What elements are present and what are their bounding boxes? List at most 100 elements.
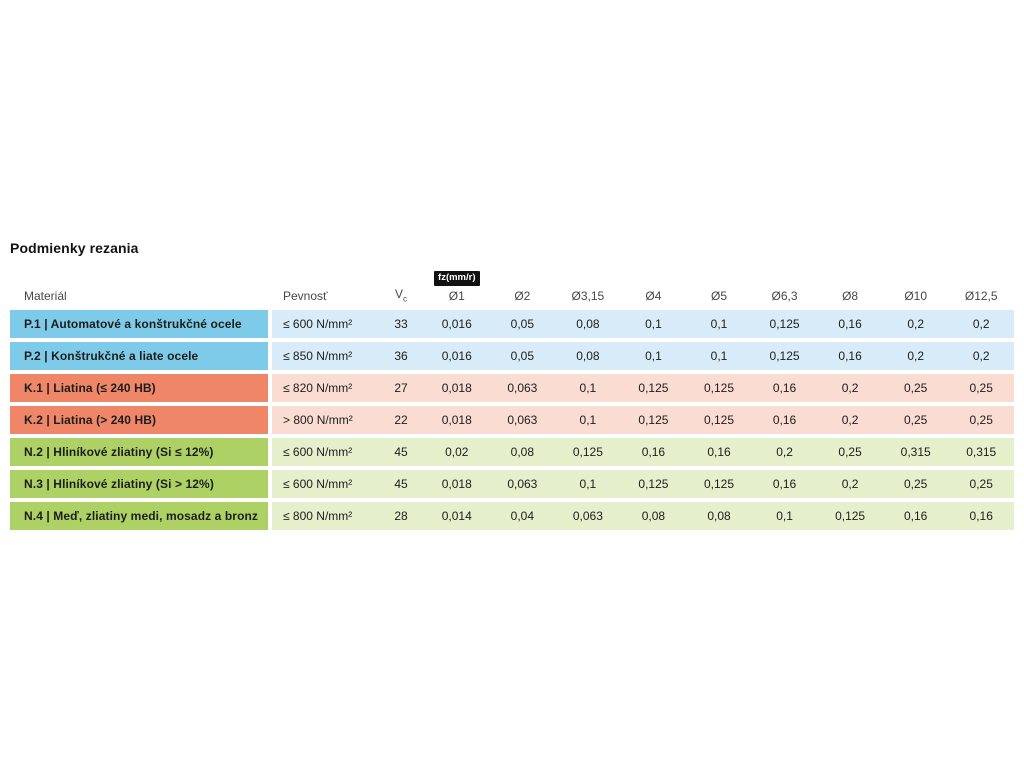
feed-value-cell: 0,125 [620,406,687,434]
strength-cell: ≤ 850 N/mm² [272,342,378,370]
cutting-speed-cell: 45 [378,438,424,466]
feed-value-cell: 0,04 [489,502,556,530]
feed-value-cell: 0,16 [751,470,818,498]
feed-value-cell: 0,25 [882,470,949,498]
feed-value-cell: 0,018 [424,470,490,498]
column-header-label: Ø4 [645,289,662,303]
feed-value-cell: 0,16 [882,502,949,530]
feed-value-cell: 0,25 [817,438,883,466]
feed-value-cell: 0,315 [948,438,1014,466]
table-body: P.1 | Automatové a konštrukčné ocele ≤ 60… [10,310,1014,530]
feed-value-cell: 0,1 [751,502,818,530]
strength-cell: ≤ 820 N/mm² [272,374,378,402]
cutting-speed-cell: 33 [378,310,424,338]
column-header-diameter: Ø10 [883,262,949,306]
column-header-diameter: fz(mm/r) Ø1 [424,262,490,306]
column-header-vc: Vc [378,262,424,306]
column-header-label: Ø12,5 [964,289,998,303]
feed-value-cell: 0,315 [882,438,949,466]
strength-cell: ≤ 600 N/mm² [272,438,378,466]
material-cell: P.2 | Konštrukčné a liate ocele [10,342,272,370]
feed-value-cell: 0,125 [686,470,752,498]
table-row: N.3 | Hliníkové zliatiny (Si > 12%) ≤ 600… [10,470,1014,498]
feed-value-cell: 0,08 [555,342,621,370]
feed-value-cell: 0,2 [817,374,883,402]
feed-value-cell: 0,125 [751,310,818,338]
material-cell: K.2 | Liatina (> 240 HB) [10,406,272,434]
table-row: K.2 | Liatina (> 240 HB) > 800 N/mm² 22 0,0… [10,406,1014,434]
feed-value-cell: 0,05 [489,310,556,338]
feed-value-cell: 0,25 [948,374,1014,402]
feed-value-cell: 0,25 [948,470,1014,498]
cutting-speed-cell: 22 [378,406,424,434]
feed-value-cell: 0,063 [555,502,621,530]
feed-value-cell: 0,125 [686,374,752,402]
column-header-diameter: Ø4 [621,262,687,306]
strength-cell: ≤ 600 N/mm² [272,310,378,338]
feed-value-cell: 0,125 [686,406,752,434]
feed-value-cell: 0,016 [424,310,490,338]
table-row: K.1 | Liatina (≤ 240 HB) ≤ 820 N/mm² 27 0,0… [10,374,1014,402]
feed-value-cell: 0,2 [817,470,883,498]
strength-cell: > 800 N/mm² [272,406,378,434]
material-cell: K.1 | Liatina (≤ 240 HB) [10,374,272,402]
column-header-label: Ø5 [710,289,727,303]
table-header-row: Materiál Pevnosť Vc fz(mm/r) Ø1 Ø2 Ø3,15 Ø4 Ø… [10,262,1014,306]
feed-value-cell: 0,08 [620,502,687,530]
feed-value-cell: 0,25 [882,406,949,434]
table-row: P.2 | Konštrukčné a liate ocele ≤ 850 N/m… [10,342,1014,370]
feed-value-cell: 0,018 [424,406,490,434]
feed-value-cell: 0,125 [555,438,621,466]
material-cell: N.4 | Meď, zliatiny medi, mosadz a bronz [10,502,272,530]
column-header-diameter: Ø6,3 [752,262,818,306]
feed-value-cell: 0,125 [620,470,687,498]
table-row: P.1 | Automatové a konštrukčné ocele ≤ 60… [10,310,1014,338]
feed-value-cell: 0,063 [489,374,556,402]
feed-value-cell: 0,16 [620,438,687,466]
column-header-diameter: Ø8 [817,262,883,306]
table-row: N.2 | Hliníkové zliatiny (Si ≤ 12%) ≤ 600… [10,438,1014,466]
feed-value-cell: 0,063 [489,470,556,498]
feed-value-cell: 0,16 [948,502,1014,530]
fz-unit-badge: fz(mm/r) [434,271,480,286]
feed-value-cell: 0,25 [882,374,949,402]
feed-value-cell: 0,125 [620,374,687,402]
feed-value-cell: 0,08 [686,502,752,530]
feed-value-cell: 0,05 [489,342,556,370]
feed-value-cell: 0,1 [555,406,621,434]
column-header-diameter: Ø12,5 [948,262,1014,306]
vc-label: Vc [395,287,407,303]
material-cell: N.3 | Hliníkové zliatiny (Si > 12%) [10,470,272,498]
column-header-material: Materiál [24,289,67,303]
feed-value-cell: 0,16 [817,342,883,370]
feed-value-cell: 0,16 [817,310,883,338]
cutting-speed-cell: 27 [378,374,424,402]
feed-value-cell: 0,2 [882,310,949,338]
cutting-speed-cell: 36 [378,342,424,370]
column-header-diameter: Ø5 [686,262,752,306]
feed-value-cell: 0,2 [882,342,949,370]
page-title: Podmienky rezania [10,240,139,256]
feed-value-cell: 0,125 [751,342,818,370]
feed-value-cell: 0,16 [751,374,818,402]
column-header-strength: Pevnosť [283,289,328,303]
feed-value-cell: 0,1 [620,342,687,370]
feed-value-cell: 0,1 [555,470,621,498]
column-header-label: Ø3,15 [571,289,605,303]
feed-value-cell: 0,16 [751,406,818,434]
column-header-label: Ø2 [514,289,531,303]
cutting-conditions-page: Podmienky rezania Materiál Pevnosť Vc fz… [10,238,1014,534]
cutting-speed-cell: 28 [378,502,424,530]
material-cell: N.2 | Hliníkové zliatiny (Si ≤ 12%) [10,438,272,466]
feed-value-cell: 0,063 [489,406,556,434]
material-cell: P.1 | Automatové a konštrukčné ocele [10,310,272,338]
column-header-diameter: Ø3,15 [555,262,621,306]
column-header-label: Ø1 [448,289,465,303]
column-header-diameter: Ø2 [490,262,556,306]
column-header-label: Ø10 [904,289,927,303]
feed-value-cell: 0,2 [817,406,883,434]
cutting-speed-cell: 45 [378,470,424,498]
table-row: N.4 | Meď, zliatiny medi, mosadz a bronz… [10,502,1014,530]
feed-value-cell: 0,08 [489,438,556,466]
feed-value-cell: 0,1 [686,310,752,338]
